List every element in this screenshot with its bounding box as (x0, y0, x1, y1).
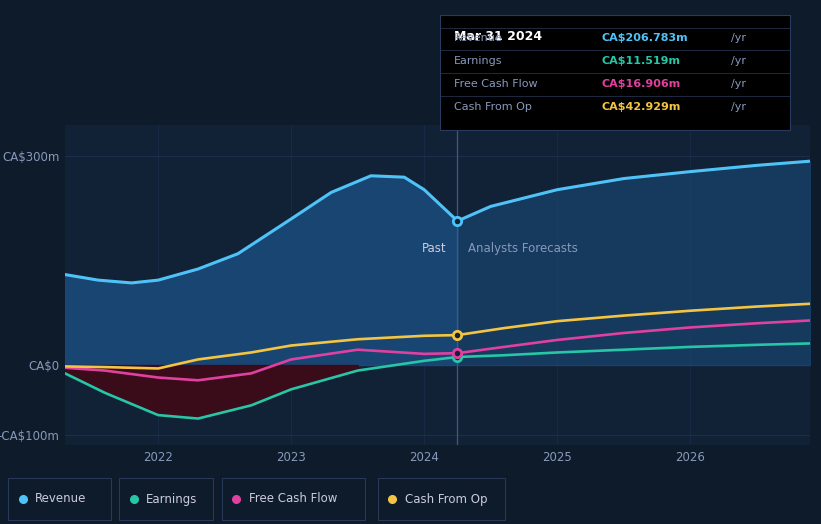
Text: Analysts Forecasts: Analysts Forecasts (468, 242, 578, 255)
FancyBboxPatch shape (119, 478, 213, 520)
Text: CA$11.519m: CA$11.519m (601, 56, 680, 66)
Text: Past: Past (422, 242, 447, 255)
Text: Cash From Op: Cash From Op (454, 102, 532, 112)
Text: Earnings: Earnings (454, 56, 502, 66)
Text: Revenue: Revenue (35, 493, 87, 506)
Text: /yr: /yr (731, 102, 745, 112)
Text: CA$16.906m: CA$16.906m (601, 79, 681, 89)
FancyBboxPatch shape (8, 478, 111, 520)
Text: Mar 31 2024: Mar 31 2024 (454, 30, 542, 43)
Text: /yr: /yr (731, 79, 745, 89)
Text: Free Cash Flow: Free Cash Flow (249, 493, 337, 506)
FancyBboxPatch shape (222, 478, 365, 520)
Text: CA$206.783m: CA$206.783m (601, 33, 688, 43)
Text: Free Cash Flow: Free Cash Flow (454, 79, 538, 89)
Text: /yr: /yr (731, 33, 745, 43)
Text: Revenue: Revenue (454, 33, 502, 43)
FancyBboxPatch shape (378, 478, 505, 520)
Text: Earnings: Earnings (146, 493, 198, 506)
Text: /yr: /yr (731, 56, 745, 66)
Text: CA$42.929m: CA$42.929m (601, 102, 681, 112)
Text: Cash From Op: Cash From Op (405, 493, 487, 506)
